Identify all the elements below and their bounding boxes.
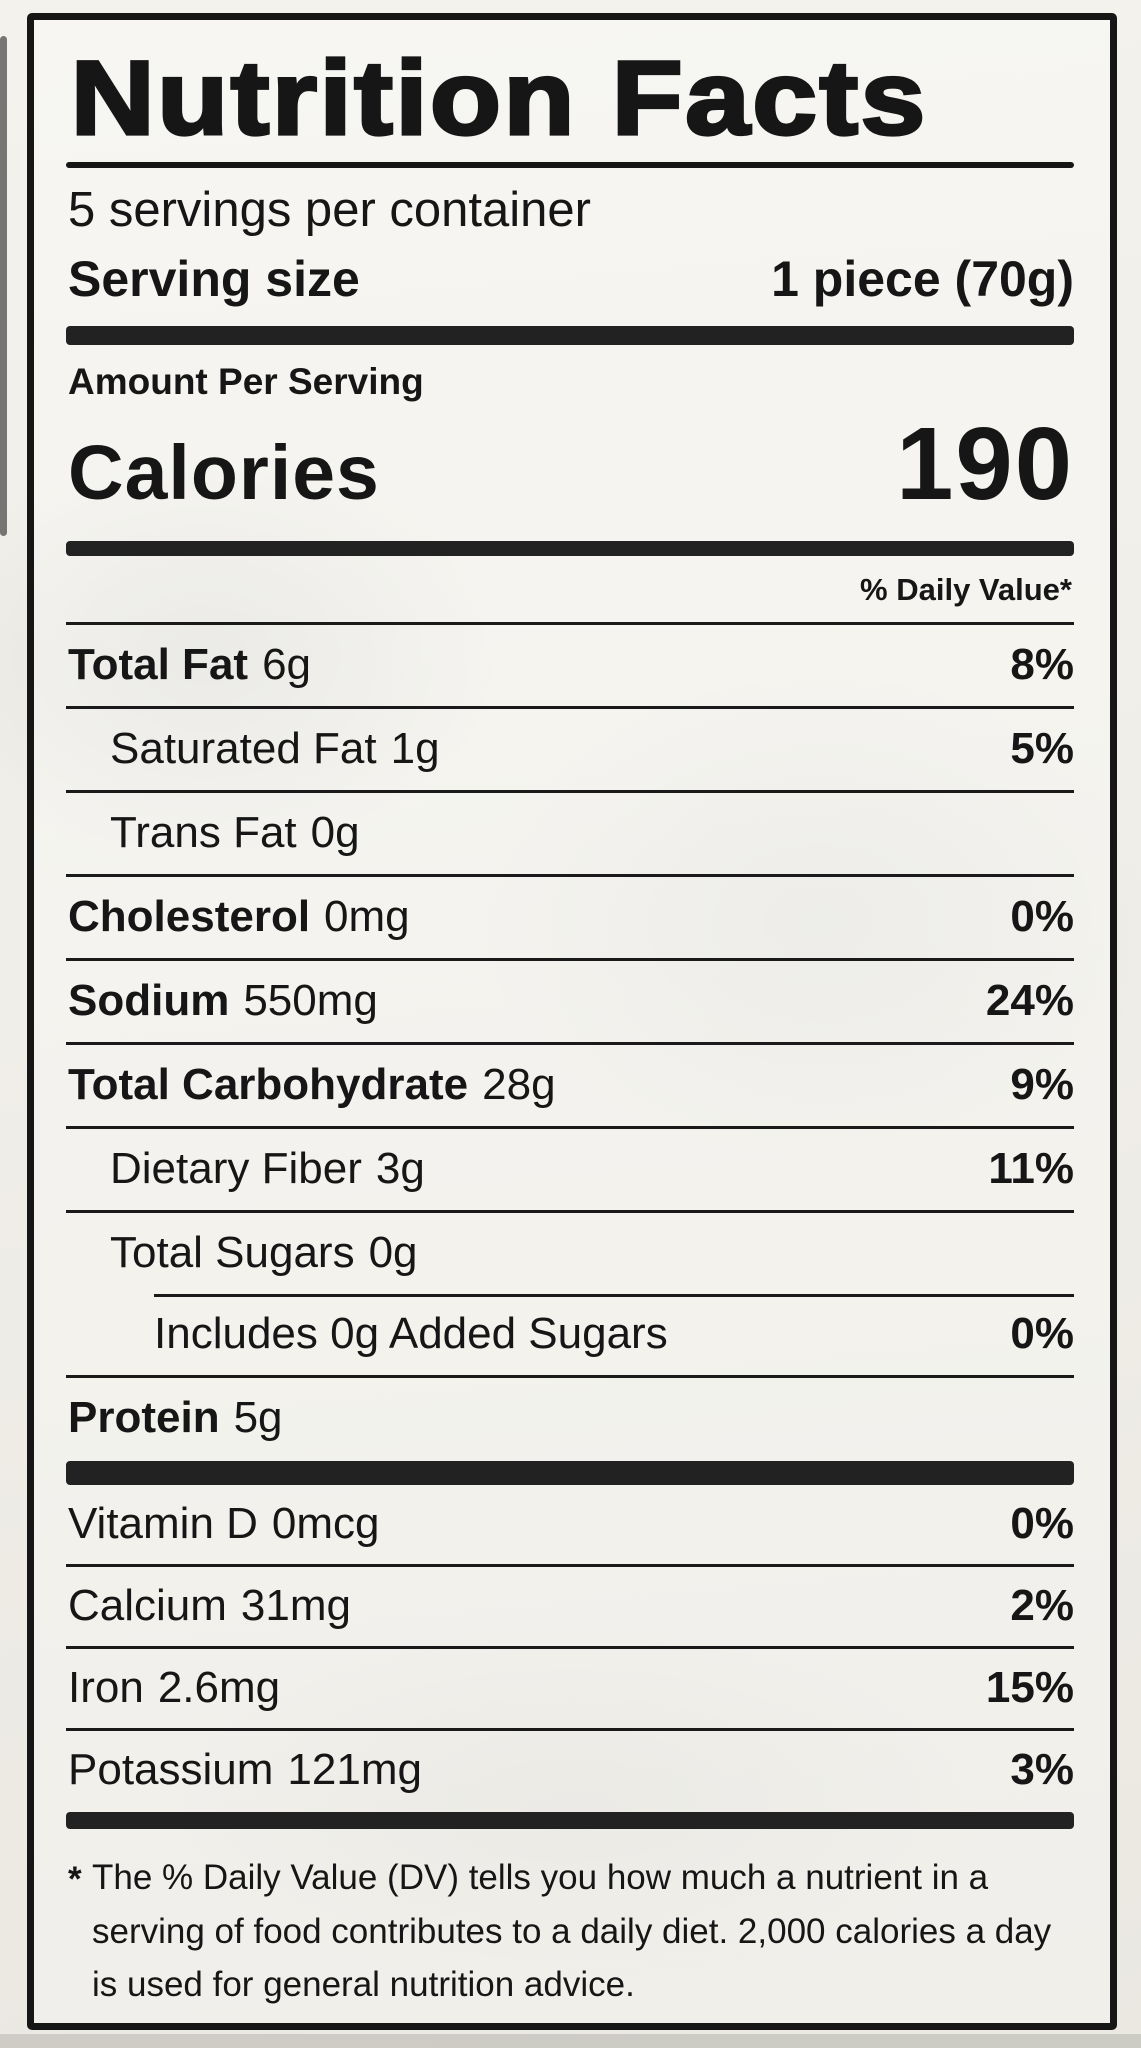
micronutrient-rows: Vitamin D 0mcg 0% Calcium 31mg 2% Iron 2.6m… (66, 1485, 1074, 1810)
nutrient-row: Includes 0g Added Sugars 0% (66, 1293, 1074, 1375)
serving-size-row: Serving size 1 piece (70g) (66, 240, 1074, 324)
micronutrient-row: Potassium 121mg 3% (66, 1727, 1074, 1810)
package-bottom-shade (0, 2034, 1141, 2048)
nutrient-name: Total Fat (68, 639, 249, 689)
nutrient-daily-value: 24% (985, 975, 1074, 1025)
nutrient-daily-value: 0% (1010, 1308, 1074, 1358)
nutrient-daily-value: 9% (1010, 1059, 1074, 1109)
micronutrient-amount: 121mg (287, 1744, 422, 1794)
micronutrient-daily-value: 2% (1010, 1580, 1074, 1630)
nutrient-row: Protein 5g (66, 1374, 1074, 1459)
micronutrient-name: Vitamin D (68, 1498, 258, 1548)
nutrient-amount: 0g (368, 1227, 418, 1277)
nutrient-name: Total Sugars (110, 1227, 355, 1277)
nutrient-name: Protein (68, 1392, 220, 1442)
nutrient-label: Includes 0g Added Sugars (154, 1309, 668, 1359)
nutrient-row: Trans Fat 0g (66, 789, 1074, 874)
micronutrient-amount: 0mcg (271, 1498, 380, 1548)
servings-per-container: 5 servings per container (68, 182, 591, 237)
nutrient-row: Dietary Fiber 3g 11% (66, 1125, 1074, 1210)
nutrient-rows: Total Fat 6g 8% Saturated Fat 1g 5% Trans … (66, 621, 1074, 1459)
nutrient-row: Total Fat 6g 8% (66, 621, 1074, 706)
nutrient-daily-value: 11% (988, 1143, 1074, 1193)
nutrient-amount: 550mg (243, 975, 378, 1025)
nutrient-label: Total Carbohydrate 28g (68, 1060, 556, 1110)
nutrient-row: Cholesterol 0mg 0% (66, 873, 1074, 958)
nutrient-amount: 0g (310, 807, 360, 857)
section-bar-protein (66, 1460, 1074, 1485)
micronutrient-name: Potassium (68, 1744, 274, 1794)
micronutrient-row: Vitamin D 0mcg 0% (66, 1485, 1074, 1564)
footnote-asterisk: * (68, 1860, 82, 1900)
nutrient-name: Dietary Fiber (110, 1143, 362, 1193)
nutrient-label: Trans Fat 0g (110, 808, 360, 858)
micronutrient-label: Calcium 31mg (68, 1581, 351, 1631)
nutrient-label: Protein 5g (68, 1393, 283, 1443)
nutrient-row: Sodium 550mg 24% (66, 957, 1074, 1042)
nutrient-amount: 6g (262, 639, 312, 689)
nutrient-amount: 28g (482, 1059, 556, 1109)
nutrient-amount: 5g (233, 1392, 283, 1442)
micronutrient-row: Iron 2.6mg 15% (66, 1645, 1074, 1728)
micronutrient-name: Iron (68, 1662, 144, 1712)
nutrient-name: Saturated Fat (110, 723, 377, 773)
nutrient-row: Total Carbohydrate 28g 9% (66, 1041, 1074, 1126)
nutrient-name: Trans Fat (110, 807, 297, 857)
micronutrient-daily-value: 0% (1010, 1498, 1074, 1548)
title-divider (66, 162, 1074, 168)
footnote: * The % Daily Value (DV) tells you how m… (66, 1829, 1074, 2011)
package-edge-shadow (0, 36, 7, 536)
micronutrient-name: Calcium (68, 1580, 227, 1630)
nutrient-row: Total Sugars 0g (66, 1209, 1074, 1294)
nutrient-name: Includes 0g Added Sugars (154, 1308, 668, 1358)
serving-size-label: Serving size (68, 250, 360, 307)
nutrient-amount: 0mg (324, 891, 410, 941)
section-bar-micronutrients (66, 1811, 1074, 1830)
footnote-text: The % Daily Value (DV) tells you how muc… (92, 1858, 1052, 2004)
nutrient-daily-value: 0% (1010, 891, 1074, 941)
nutrient-label: Saturated Fat 1g (110, 724, 440, 774)
micronutrient-label: Iron 2.6mg (68, 1663, 280, 1713)
nutrient-amount: 1g (390, 723, 440, 773)
nutrient-amount: 3g (375, 1143, 425, 1193)
nutrition-label: Nutrition Facts 5 servings per container… (27, 13, 1117, 2030)
calories-label: Calories (68, 429, 380, 516)
daily-value-header: % Daily Value* (860, 571, 1072, 607)
label-title: Nutrition Facts (69, 39, 928, 157)
nutrient-row: Saturated Fat 1g 5% (66, 705, 1074, 790)
calories-value: 190 (896, 405, 1074, 521)
section-bar-serving (66, 325, 1074, 345)
nutrient-name: Cholesterol (68, 891, 311, 941)
micronutrient-daily-value: 15% (985, 1662, 1074, 1712)
section-bar-calories (66, 540, 1074, 556)
micronutrient-amount: 31mg (240, 1580, 351, 1630)
nutrient-label: Total Sugars 0g (110, 1228, 418, 1278)
nutrient-daily-value: 8% (1010, 639, 1074, 689)
serving-size-value: 1 piece (70g) (771, 250, 1074, 307)
micronutrient-daily-value: 3% (1010, 1744, 1074, 1794)
amount-per-serving-label: Amount Per Serving (68, 360, 424, 402)
nutrient-label: Sodium 550mg (68, 976, 378, 1026)
micronutrient-label: Vitamin D 0mcg (68, 1499, 380, 1549)
micronutrient-label: Potassium 121mg (68, 1745, 422, 1795)
nutrient-label: Dietary Fiber 3g (110, 1144, 425, 1194)
micronutrient-amount: 2.6mg (157, 1662, 281, 1712)
nutrient-label: Cholesterol 0mg (68, 892, 410, 942)
nutrient-label: Total Fat 6g (68, 640, 311, 690)
calories-row: Calories 190 (66, 403, 1074, 537)
nutrient-daily-value: 5% (1010, 723, 1074, 773)
nutrient-name: Sodium (68, 975, 230, 1025)
micronutrient-row: Calcium 31mg 2% (66, 1563, 1074, 1646)
nutrient-name: Total Carbohydrate (68, 1059, 469, 1109)
